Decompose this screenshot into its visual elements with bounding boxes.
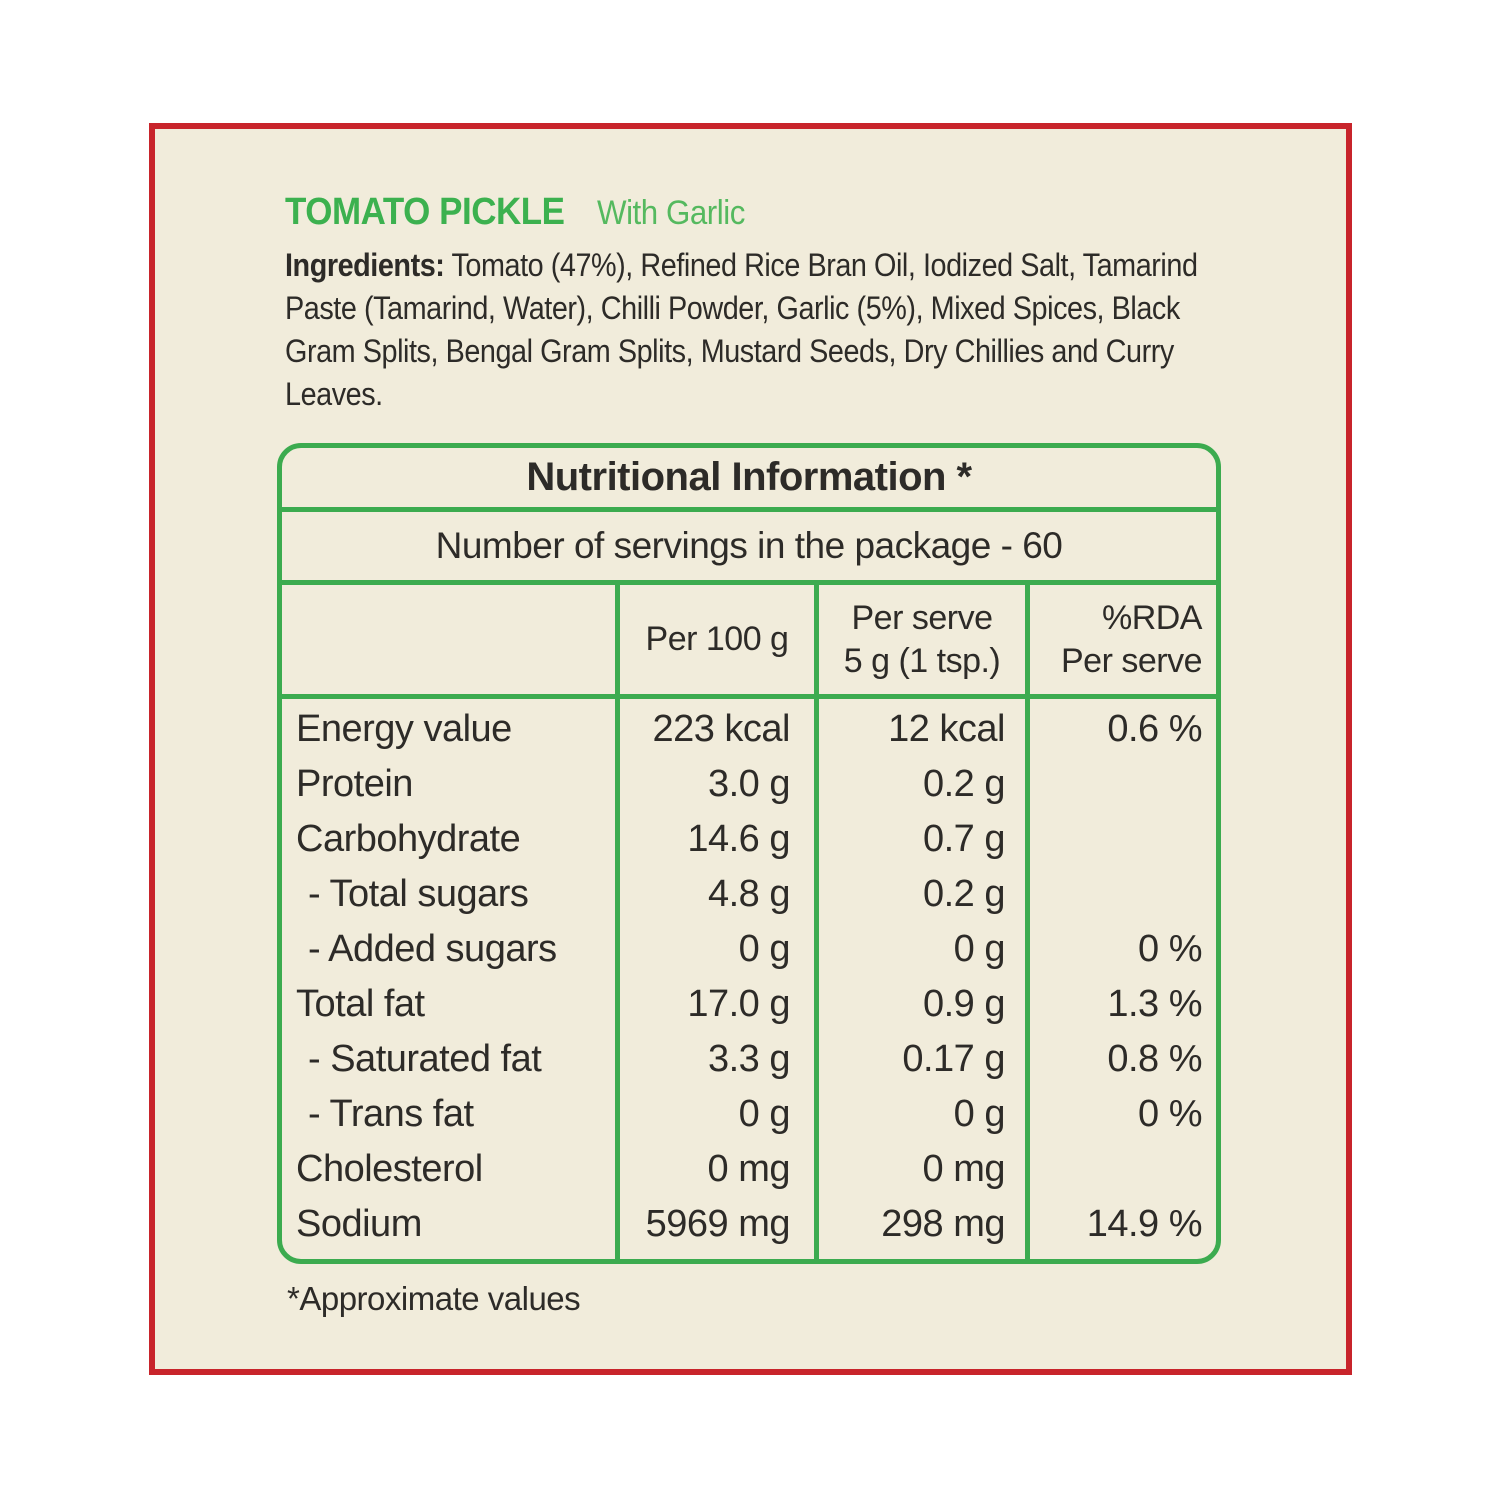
per-100g-value: 17.0 g	[687, 983, 790, 1025]
nutrient-label: - Trans fat	[308, 1093, 474, 1135]
ingredients-line-1-text: Tomato (47%), Refined Rice Bran Oil, Iod…	[444, 247, 1198, 283]
rda-value: 0 %	[1138, 928, 1202, 970]
rda-value: 1.3 %	[1107, 983, 1202, 1025]
rda-value: 14.9 %	[1086, 1203, 1203, 1245]
nutrient-label: Cholesterol	[296, 1148, 483, 1190]
nutrient-label: Carbohydrate	[296, 818, 521, 860]
rda-value	[1030, 1142, 1216, 1197]
nutrient-name-column: Energy value Protein Carbohydrate - Tota…	[282, 699, 615, 1259]
ingredients-paragraph: Ingredients: Tomato (47%), Refined Rice …	[277, 244, 1237, 416]
approximate-values-footnote: *Approximate values	[287, 1280, 581, 1317]
per-100g-value: 0 g	[738, 1093, 791, 1135]
rda-value: 0.6 %	[1107, 708, 1202, 750]
product-title: TOMATO PICKLE	[285, 191, 565, 233]
ingredients-line-2: Paste (Tamarind, Water), Chilli Powder, …	[285, 290, 1180, 326]
product-variant: With Garlic	[597, 194, 746, 232]
nutrition-data-grid: Energy value Protein Carbohydrate - Tota…	[282, 699, 1216, 1259]
nutrient-label: - Saturated fat	[308, 1038, 542, 1080]
ingredients-label: Ingredients:	[285, 247, 445, 283]
per-100g-value: 3.3 g	[707, 1038, 791, 1080]
product-label-card: TOMATO PICKLE With Garlic Ingredients: T…	[149, 123, 1352, 1375]
per-100g-value: 0 g	[738, 928, 791, 970]
nutrient-label: - Total sugars	[308, 873, 529, 915]
servings-row: Number of servings in the package - 60	[282, 512, 1216, 585]
nutrition-table-title: Nutritional Information *	[282, 448, 1216, 512]
per-serve-value: 0 g	[953, 1093, 1006, 1135]
nutrient-label: - Added sugars	[308, 928, 557, 970]
per-100g-value: 5969 mg	[645, 1203, 791, 1245]
per-serve-value: 12 kcal	[888, 708, 1005, 750]
rda-label-line2: Per serve	[1061, 641, 1203, 680]
nutrition-table: Nutritional Information * Number of serv…	[277, 443, 1221, 1264]
per-serve-column: 12 kcal 0.2 g 0.7 g 0.2 g 0 g 0.9 g 0.17…	[814, 699, 1025, 1259]
rda-value: 0.8 %	[1107, 1038, 1202, 1080]
per-serve-value: 0.17 g	[902, 1038, 1005, 1080]
per-serve-value: 0 mg	[922, 1148, 1006, 1190]
ingredients-line-4: Leaves.	[285, 376, 383, 412]
per-serve-value: 298 mg	[881, 1203, 1005, 1245]
per-100g-label: Per 100 g	[645, 620, 789, 658]
ingredients-line-3: Gram Splits, Bengal Gram Splits, Mustard…	[285, 333, 1174, 369]
label-content: TOMATO PICKLE With Garlic Ingredients: T…	[277, 189, 1237, 1318]
nutrient-label: Energy value	[296, 708, 512, 750]
per-serve-value: 0.2 g	[922, 763, 1006, 805]
rda-value	[1030, 812, 1216, 867]
per-serve-value: 0.2 g	[922, 873, 1006, 915]
per-serve-value: 0.9 g	[922, 983, 1006, 1025]
per-100g-value: 14.6 g	[687, 818, 790, 860]
rda-column: 0.6 % 0 % 1.3 % 0.8 % 0 % 14.9 %	[1025, 699, 1216, 1259]
rda-value: 0 %	[1138, 1093, 1202, 1135]
column-header-per-100g: Per 100 g	[615, 585, 814, 694]
per-100g-value: 3.0 g	[707, 763, 791, 805]
column-header-per-serve: Per serve 5 g (1 tsp.)	[814, 585, 1025, 694]
product-title-row: TOMATO PICKLE With Garlic	[277, 189, 1237, 235]
per-serve-label-line1: Per serve	[851, 598, 994, 637]
per-100g-value: 223 kcal	[652, 708, 790, 750]
nutrient-label: Total fat	[296, 983, 425, 1025]
column-header-row: Per 100 g Per serve 5 g (1 tsp.) %RDA Pe…	[282, 585, 1216, 699]
per-serve-label-line2: 5 g (1 tsp.)	[843, 641, 1001, 680]
rda-value	[1030, 757, 1216, 812]
per-serve-value: 0 g	[953, 928, 1006, 970]
rda-value	[1030, 867, 1216, 922]
ingredients-line-1: Ingredients: Tomato (47%), Refined Rice …	[285, 244, 1237, 287]
nutrient-label: Protein	[296, 763, 413, 805]
per-serve-value: 0.7 g	[922, 818, 1006, 860]
column-header-rda: %RDA Per serve	[1025, 585, 1216, 694]
per-100g-value: 0 mg	[707, 1148, 791, 1190]
nutrient-label: Sodium	[296, 1203, 422, 1245]
column-header-blank	[282, 585, 615, 694]
per-100g-value: 4.8 g	[707, 873, 791, 915]
per-100g-column: 223 kcal 3.0 g 14.6 g 4.8 g 0 g 17.0 g 3…	[615, 699, 814, 1259]
rda-label-line1: %RDA	[1101, 598, 1203, 637]
